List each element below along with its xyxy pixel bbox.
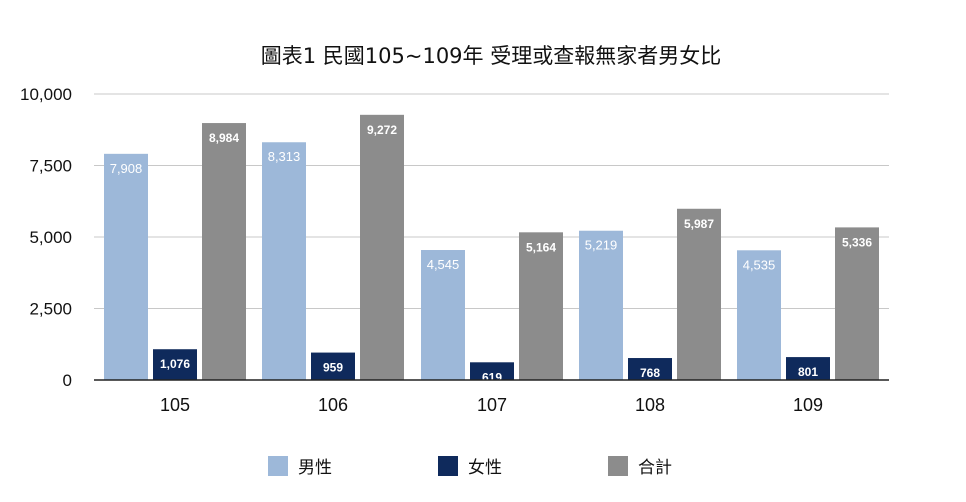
bar-value-label: 1,076 xyxy=(160,357,190,371)
bar-value-label: 8,984 xyxy=(209,131,239,145)
bar-女性-105 xyxy=(153,349,197,380)
x-tick-label: 108 xyxy=(635,395,665,415)
y-tick-label: 0 xyxy=(63,371,72,390)
y-tick-label: 7,500 xyxy=(29,157,72,176)
y-tick-label: 5,000 xyxy=(29,228,72,247)
bar-合計-108 xyxy=(677,208,721,380)
x-tick-label: 107 xyxy=(477,395,507,415)
bar-value-label: 7,908 xyxy=(110,161,143,176)
bar-女性-107 xyxy=(470,362,514,380)
x-tick-label: 109 xyxy=(793,395,823,415)
bar-value-label: 4,535 xyxy=(743,257,776,272)
bar-男性-109 xyxy=(737,250,781,380)
bars xyxy=(104,114,879,380)
y-axis-tick-labels: 0 2,500 5,000 7,500 10,000 xyxy=(20,85,72,390)
bar-value-label: 768 xyxy=(640,366,660,380)
bar-value-label: 5,219 xyxy=(585,238,618,253)
x-tick-label: 106 xyxy=(318,395,348,415)
bar-男性-107 xyxy=(421,250,465,380)
legend-swatch xyxy=(438,456,458,476)
legend-label: 女性 xyxy=(468,458,502,478)
bar-合計-105 xyxy=(202,123,246,380)
legend: 男性 女性 合計 xyxy=(268,456,672,478)
bar-女性-106 xyxy=(311,352,355,380)
bar-合計-107 xyxy=(519,232,563,380)
x-tick-label: 105 xyxy=(160,395,190,415)
bar-男性-106 xyxy=(262,142,306,380)
bar-value-label: 8,313 xyxy=(268,149,301,164)
y-tick-label: 2,500 xyxy=(29,300,72,319)
bar-value-label: 619 xyxy=(482,370,502,384)
bar-女性-109 xyxy=(786,357,830,380)
bar-value-label: 959 xyxy=(323,361,343,375)
bar-男性-108 xyxy=(579,230,623,380)
bar-value-label: 5,164 xyxy=(526,240,556,254)
chart-title: 圖表1 民國105~109年 受理或查報無家者男女比 xyxy=(261,44,721,68)
bar-value-labels: 7,908 8,313 4,545 5,219 4,535 1,076 959 619 768 8… xyxy=(110,123,873,384)
bar-女性-108 xyxy=(628,358,672,380)
legend-label: 男性 xyxy=(298,458,332,478)
legend-swatch xyxy=(268,456,288,476)
bar-合計-109 xyxy=(835,227,879,380)
bar-value-label: 801 xyxy=(798,365,818,379)
y-tick-label: 10,000 xyxy=(20,85,72,104)
bar-value-label: 9,272 xyxy=(367,123,397,137)
bar-value-label: 5,987 xyxy=(684,217,714,231)
x-axis-tick-labels: 105 106 107 108 109 xyxy=(160,395,823,415)
bar-合計-106 xyxy=(360,114,404,380)
bar-value-label: 5,336 xyxy=(842,235,872,249)
bar-value-label: 4,545 xyxy=(427,257,460,272)
bar-男性-105 xyxy=(104,153,148,380)
legend-swatch xyxy=(608,456,628,476)
legend-label: 合計 xyxy=(638,458,672,478)
